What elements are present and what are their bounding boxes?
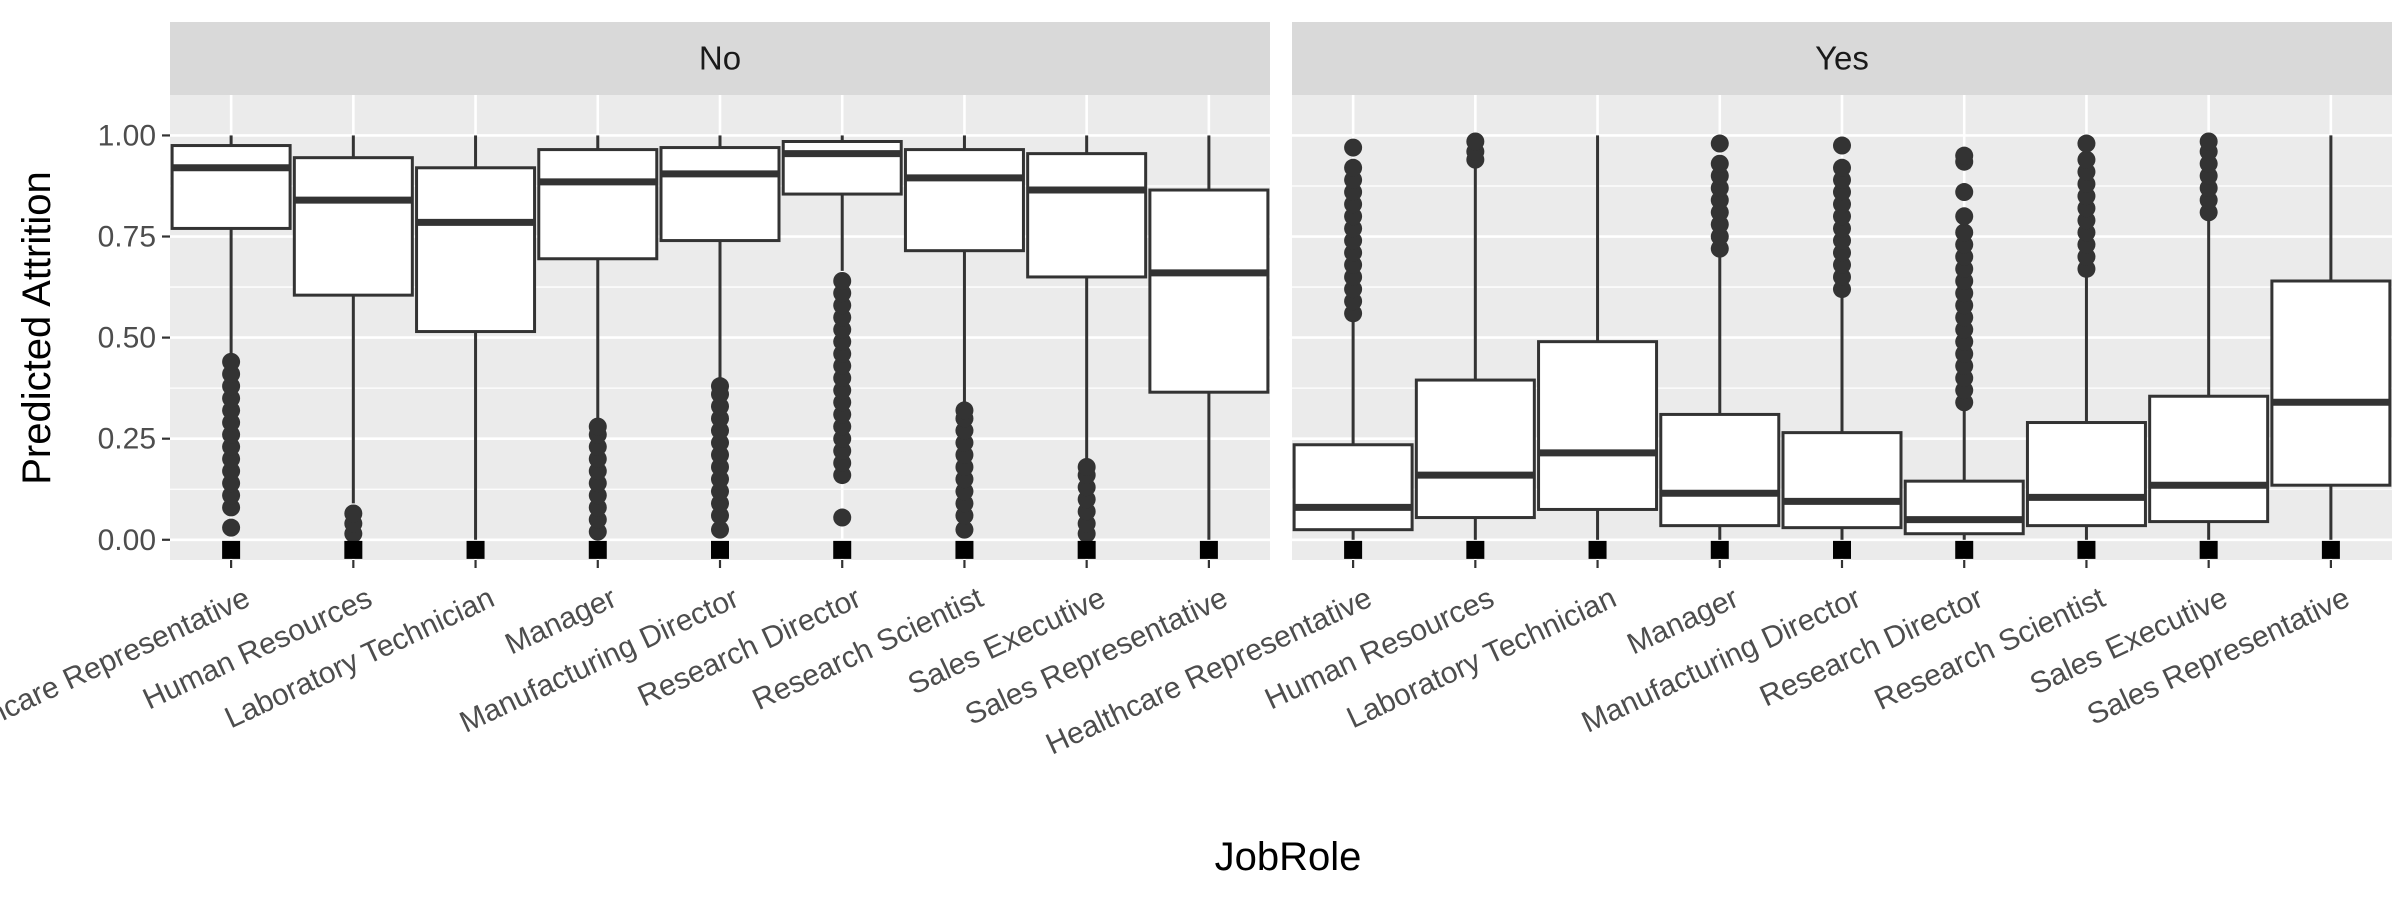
outlier-point (955, 401, 974, 420)
boxplot-yes-2 (1537, 135, 1659, 559)
boxplot-yes-5 (1903, 146, 2025, 559)
x-axis-title: JobRole (1215, 835, 1362, 879)
boxplot-no-6 (903, 135, 1025, 559)
boxplot-no-1 (292, 135, 414, 559)
outlier-point (1710, 134, 1729, 153)
outlier-point (344, 504, 363, 523)
boxplot-yes-3 (1659, 134, 1781, 559)
y-tick-label: 0.25 (98, 423, 156, 456)
box-iqr (170, 144, 292, 230)
box-iqr (2148, 394, 2270, 524)
outlier-point (1344, 158, 1363, 177)
boxplot-yes-8 (2270, 135, 2392, 559)
box-iqr (2270, 279, 2392, 487)
facet-panels (170, 95, 2392, 560)
facet-label: Yes (1815, 40, 1869, 77)
outlier-point (222, 352, 241, 371)
outlier-point (1955, 223, 1974, 242)
point-marker (1077, 540, 1096, 559)
box-iqr (1537, 340, 1659, 511)
box-iqr (1148, 188, 1270, 394)
point-marker (2321, 540, 2340, 559)
boxplot-no-0 (170, 135, 292, 559)
facet-strip-yes (1292, 22, 2392, 95)
outlier-point (1833, 136, 1851, 155)
box-iqr (1026, 152, 1148, 279)
facet-strip-no (170, 22, 1270, 95)
box-iqr (781, 140, 903, 196)
facet-label: No (699, 40, 741, 77)
outlier-point (833, 272, 852, 290)
y-tick-label: 1.00 (98, 119, 156, 152)
boxplot-no-8 (1148, 135, 1270, 559)
y-tick-label: 0.00 (98, 524, 156, 557)
box-iqr (415, 166, 537, 334)
box-iqr (1781, 431, 1903, 530)
boxplot-yes-6 (2025, 134, 2147, 559)
outlier-point (1710, 154, 1729, 173)
outlier-point (711, 377, 729, 396)
point-marker (344, 540, 363, 559)
point-marker (222, 540, 241, 559)
point-marker (466, 540, 485, 559)
outlier-point (1466, 132, 1485, 151)
point-marker (1466, 540, 1485, 559)
outlier-point (1344, 138, 1363, 157)
outlier-point (1833, 158, 1851, 177)
facet-strips: No Yes (170, 22, 2392, 95)
boxplot-yes-7 (2148, 132, 2270, 559)
box-iqr (1659, 412, 1781, 528)
outlier-point (833, 508, 852, 527)
outlier-point (2199, 132, 2218, 151)
point-marker (1710, 540, 1729, 559)
y-axis: 0.00 0.25 0.50 0.75 1.00 (98, 119, 170, 557)
boxplot-no-4 (659, 135, 781, 559)
point-marker (955, 540, 974, 559)
point-marker (1833, 540, 1851, 559)
box-iqr (1414, 378, 1536, 520)
box-iqr (1903, 479, 2025, 536)
point-marker (1199, 540, 1218, 559)
outlier-point (1955, 183, 1974, 202)
box-iqr (659, 146, 781, 243)
boxplot-yes-0 (1292, 138, 1414, 559)
box-iqr (903, 148, 1025, 253)
y-tick-label: 0.75 (98, 221, 156, 254)
outlier-point (955, 520, 974, 539)
boxplot-no-2 (415, 135, 537, 559)
outlier-point (2077, 150, 2096, 169)
point-marker (2077, 540, 2096, 559)
box-iqr (537, 148, 659, 261)
box-iqr (2025, 421, 2147, 528)
outlier-point (588, 417, 607, 436)
point-marker (1588, 540, 1607, 559)
point-marker (588, 540, 607, 559)
point-marker (711, 540, 729, 559)
facet-panel-no (170, 95, 1270, 560)
box-iqr (1292, 443, 1414, 532)
boxplot-no-5 (781, 135, 903, 559)
boxplot-no-7 (1026, 135, 1148, 559)
y-tick-label: 0.50 (98, 322, 156, 355)
outlier-point (1077, 458, 1096, 476)
outlier-point (2077, 134, 2096, 153)
outlier-point (1955, 207, 1974, 226)
boxplot-yes-4 (1781, 136, 1903, 559)
outlier-point (1955, 146, 1974, 165)
point-marker (2199, 540, 2218, 559)
boxplot-no-3 (537, 135, 659, 559)
point-marker (1955, 540, 1974, 559)
outlier-point (222, 518, 241, 537)
outlier-point (711, 520, 729, 539)
point-marker (1344, 540, 1363, 559)
boxplot-yes-1 (1414, 132, 1536, 559)
point-marker (833, 540, 852, 559)
box-iqr (292, 156, 414, 297)
facet-panel-yes (1292, 95, 2392, 560)
y-axis-title: Predicted Attrition (15, 171, 59, 485)
